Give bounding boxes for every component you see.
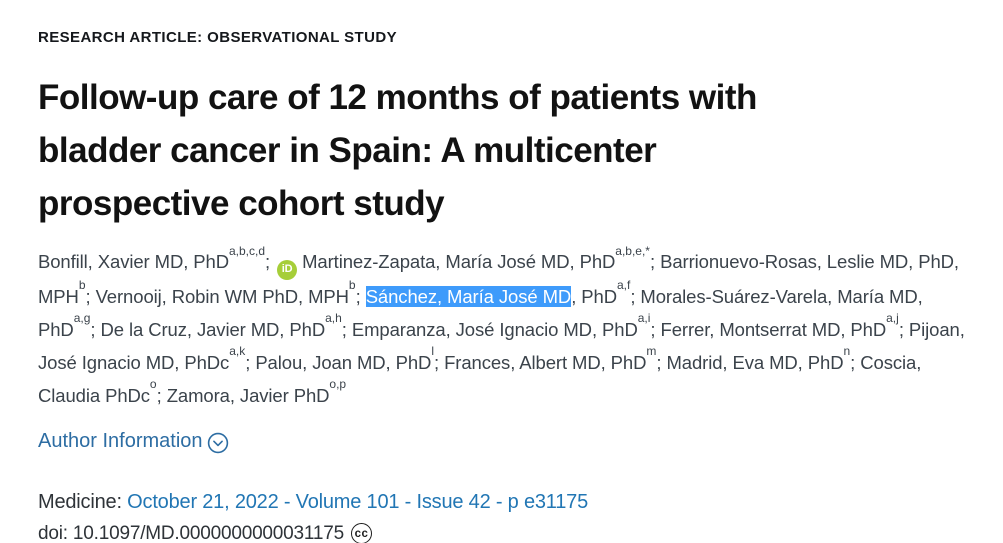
author-name: Zamora, Javier PhD xyxy=(166,384,330,406)
author-affiliation-superscript: a,g xyxy=(73,311,91,326)
author-affiliation-superscript: n xyxy=(843,344,851,359)
author-name: Frances, Albert MD, PhD xyxy=(444,351,647,373)
author-affiliation-superscript: b xyxy=(78,278,86,293)
author-affiliation-superscript: a,f xyxy=(616,278,631,293)
author-affiliation-superscript: b xyxy=(348,278,356,293)
issue-date-volume-text: October 21, 2022 - Volume 101 - Issue 42… xyxy=(127,490,589,513)
author-name: Bonfill, Xavier MD, PhD xyxy=(38,251,229,272)
author-list: Bonfill, Xavier MD, PhDa,b,c,d; iD Martin… xyxy=(38,243,965,406)
author-name: Coscia, Claudia PhDc xyxy=(38,351,922,406)
chevron-down-circle-icon xyxy=(207,430,229,454)
article-type-eyebrow: RESEARCH ARTICLE: OBSERVATIONAL STUDY xyxy=(38,29,397,46)
orcid-icon[interactable]: iD xyxy=(277,259,298,280)
author-name: Pijoan, José Ignacio MD, PhDc xyxy=(38,318,965,373)
author-name: Madrid, Eva MD, PhD xyxy=(666,351,844,373)
author-affiliation-superscript: a,j xyxy=(886,311,899,326)
author-affiliation-superscript: o,p xyxy=(329,377,347,392)
article-title-line: prospective cohort study xyxy=(38,184,445,223)
author-name: Martinez-Zapata, María José MD, PhD xyxy=(302,251,616,272)
doi-line: doi: 10.1097/MD.0000000000031175 cc xyxy=(38,523,968,543)
citation-line: Medicine: October 21, 2022 - Volume 101 … xyxy=(38,491,968,514)
author-affiliation-superscript: a,i xyxy=(637,311,651,326)
creative-commons-icon[interactable]: cc xyxy=(350,523,372,543)
author-affiliation-superscript: a,b,c,d xyxy=(228,243,266,258)
author-name: De la Cruz, Javier MD, PhD xyxy=(100,318,326,340)
author-information-label: Author Information xyxy=(38,430,203,452)
author-affiliation-superscript: a,h xyxy=(325,311,342,326)
author-affiliation-superscript: m xyxy=(646,344,657,359)
author-name: Palou, Joan MD, PhD xyxy=(255,351,432,373)
article-title-line: Follow-up care of 12 months of patients … xyxy=(38,78,757,117)
author-affiliation-superscript: o xyxy=(149,377,157,392)
article-title-line: bladder cancer in Spain: A multicenter xyxy=(38,131,657,170)
author-affiliation-superscript: l xyxy=(431,344,434,359)
doi-text: doi: 10.1097/MD.0000000000031175 xyxy=(38,522,344,543)
author-affiliation-superscript: a,k xyxy=(229,344,246,359)
journal-name-label: Medicine: xyxy=(38,490,122,513)
author-name: Barrionuevo-Rosas, Leslie MD, PhD, MPH xyxy=(38,251,959,307)
author-name: Vernooij, Robin WM PhD, MPH xyxy=(95,285,349,307)
author-name: Ferrer, Montserrat MD, PhD xyxy=(660,318,887,340)
author-information-link[interactable]: Author Information xyxy=(38,430,229,454)
article-title: Follow-up care of 12 months of patients … xyxy=(38,71,968,230)
author-name: , PhD xyxy=(571,285,617,307)
highlighted-author-name: Sánchez, María José MD xyxy=(365,285,572,307)
author-affiliation-superscript: a,b,e,* xyxy=(615,243,650,258)
author-name: Morales-Suárez-Varela, María MD, PhD xyxy=(38,285,923,340)
author-name: Emparanza, José Ignacio MD, PhD xyxy=(351,318,638,340)
